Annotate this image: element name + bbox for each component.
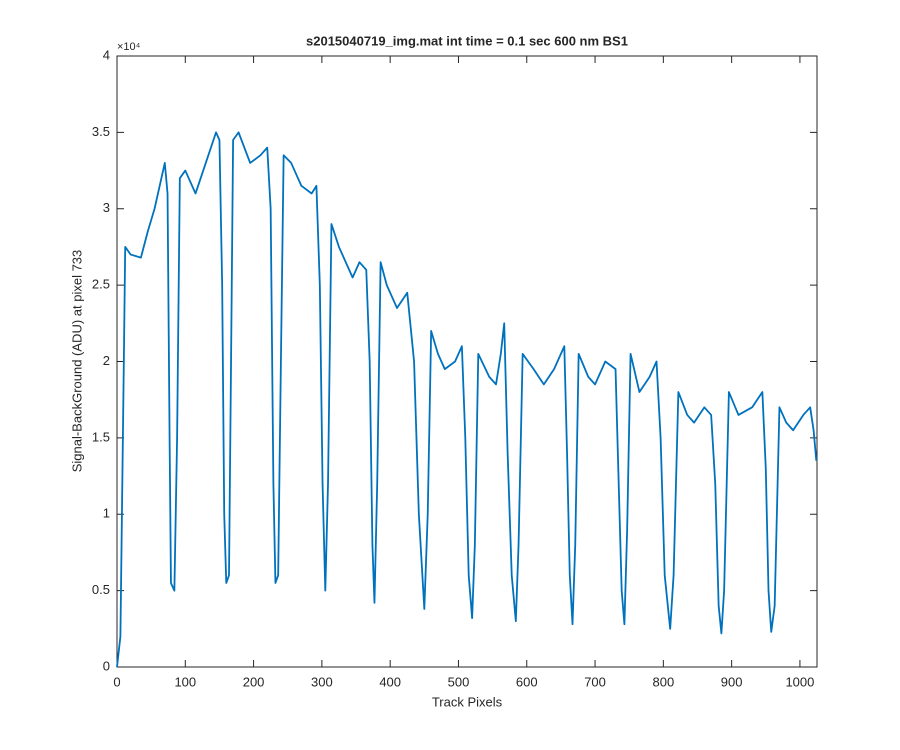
y-tick-label: 0 <box>103 658 110 673</box>
x-tick-label: 0 <box>113 674 120 689</box>
x-tick-label: 900 <box>721 674 743 689</box>
x-tick-label: 600 <box>516 674 538 689</box>
x-tick-label: 300 <box>311 674 333 689</box>
y-axis-label: Signal-BackGround (ADU) at pixel 733 <box>69 250 84 473</box>
y-tick-label: 1 <box>103 506 110 521</box>
x-tick-label: 800 <box>652 674 674 689</box>
y-tick-label: 3.5 <box>92 124 110 139</box>
x-axis-label: Track Pixels <box>432 694 503 709</box>
data-line <box>116 131 818 668</box>
x-tick-label: 100 <box>174 674 196 689</box>
x-tick-label: 200 <box>243 674 265 689</box>
y-tick-label: 1.5 <box>92 429 110 444</box>
chart-title: s2015040719_img.mat int time = 0.1 sec 6… <box>306 33 628 48</box>
x-tick-label: 500 <box>448 674 470 689</box>
y-tick-label: 3 <box>103 200 110 215</box>
x-tick-label: 400 <box>379 674 401 689</box>
x-tick-label: 700 <box>584 674 606 689</box>
y-tick-label: 0.5 <box>92 582 110 597</box>
y-tick-label: 2.5 <box>92 277 110 292</box>
y-exponent-label: ×10⁴ <box>117 41 141 53</box>
y-tick-label: 4 <box>103 47 110 62</box>
y-tick-label: 2 <box>103 353 110 368</box>
x-tick-label: 1000 <box>785 674 814 689</box>
